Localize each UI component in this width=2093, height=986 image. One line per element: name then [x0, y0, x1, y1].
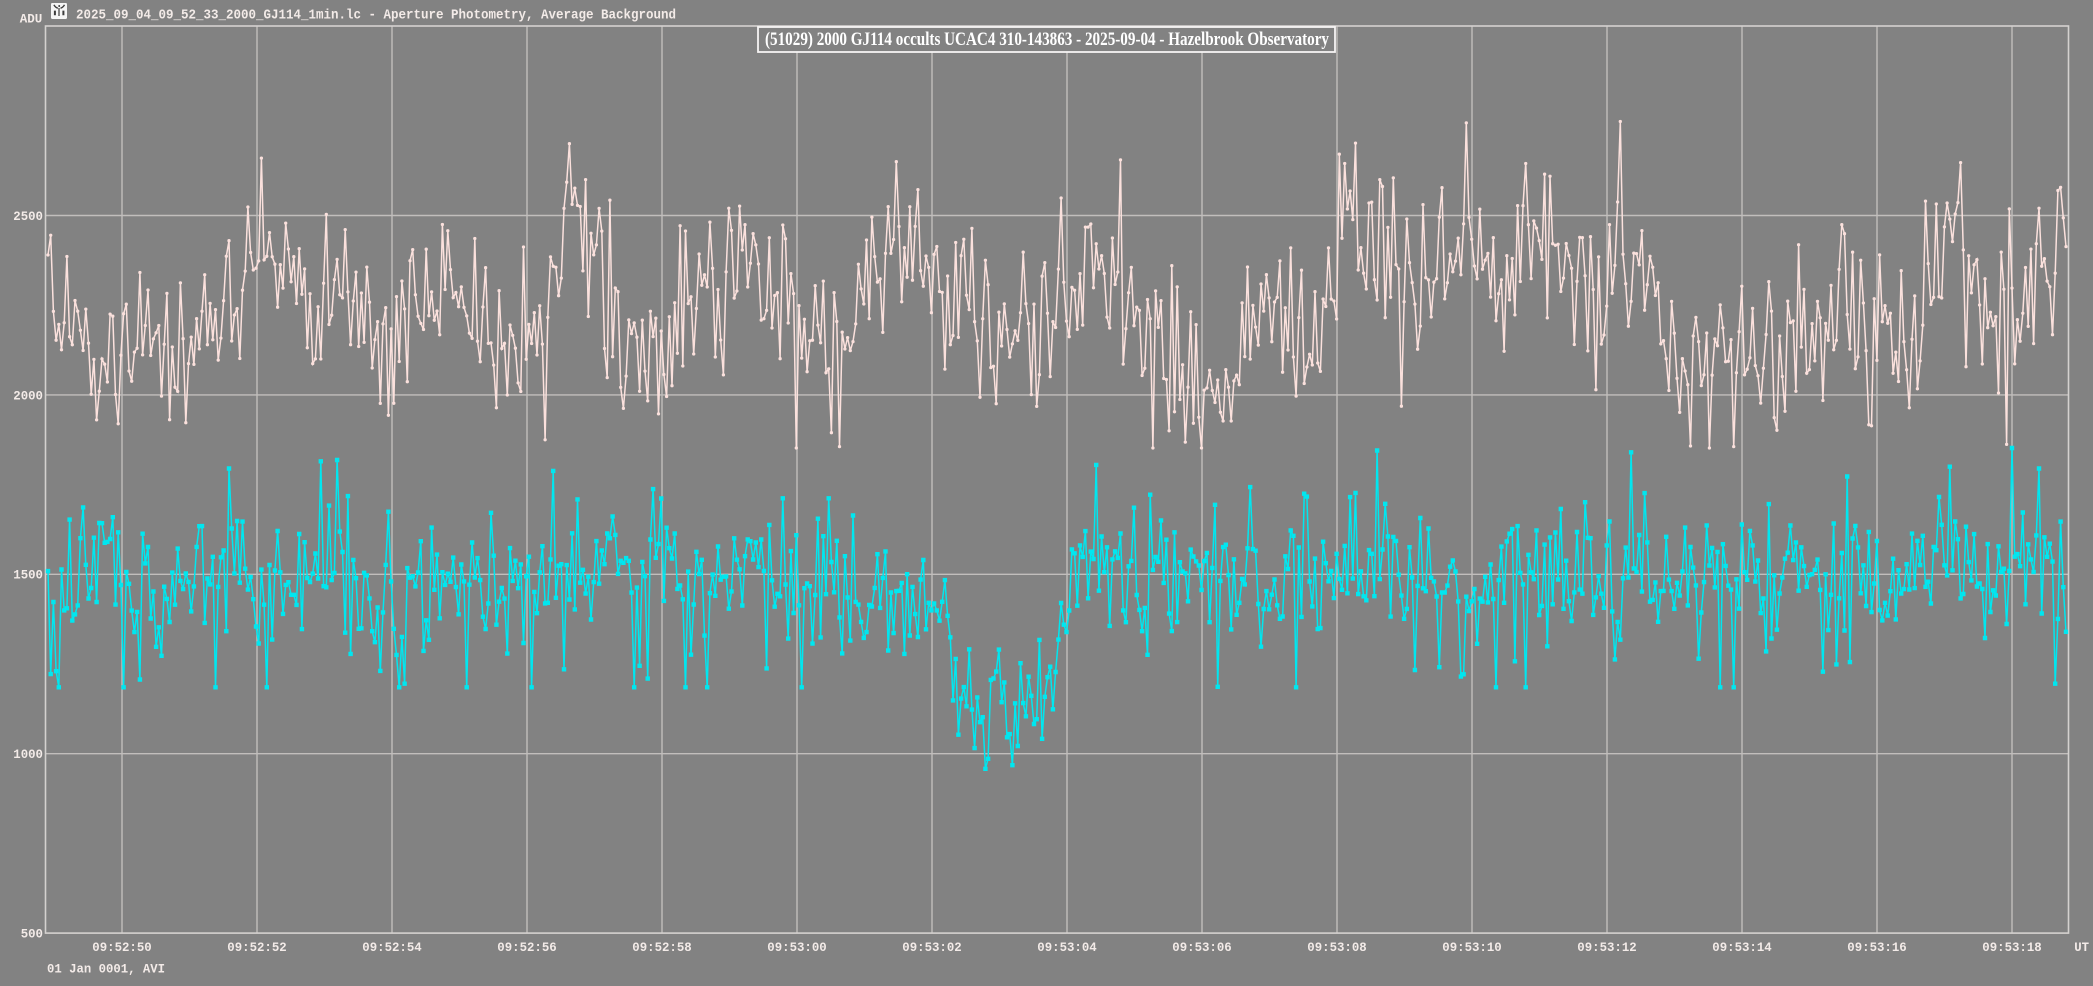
- svg-text:09:53:12: 09:53:12: [1577, 940, 1637, 955]
- svg-text:09:52:52: 09:52:52: [227, 940, 287, 955]
- svg-text:2025_09_04_09_52_33_2000_GJ114: 2025_09_04_09_52_33_2000_GJ114_1min.lc -…: [76, 7, 676, 23]
- svg-text:ADU: ADU: [20, 11, 43, 26]
- svg-text:09:53:06: 09:53:06: [1172, 940, 1232, 955]
- svg-text:09:52:58: 09:52:58: [632, 940, 692, 955]
- svg-text:09:53:18: 09:53:18: [1982, 940, 2042, 955]
- svg-text:1500: 1500: [13, 568, 43, 583]
- svg-text:2000: 2000: [13, 388, 43, 403]
- svg-text:09:53:16: 09:53:16: [1847, 940, 1907, 955]
- svg-text:09:53:10: 09:53:10: [1442, 940, 1502, 955]
- svg-text:09:53:14: 09:53:14: [1712, 940, 1772, 955]
- svg-text:09:53:00: 09:53:00: [767, 940, 827, 955]
- svg-text:2500: 2500: [13, 209, 43, 224]
- svg-text:09:53:08: 09:53:08: [1307, 940, 1367, 955]
- svg-text:09:53:02: 09:53:02: [902, 940, 962, 955]
- svg-text:500: 500: [21, 927, 43, 942]
- svg-text:09:52:56: 09:52:56: [497, 940, 557, 955]
- svg-text:09:52:50: 09:52:50: [92, 940, 152, 955]
- svg-text:09:52:54: 09:52:54: [362, 940, 422, 955]
- svg-text:09:53:04: 09:53:04: [1037, 940, 1097, 955]
- svg-text:1000: 1000: [13, 747, 43, 762]
- svg-text:01 Jan 0001, AVI: 01 Jan 0001, AVI: [47, 962, 165, 977]
- svg-text:UT: UT: [2074, 940, 2089, 955]
- svg-text:(51029) 2000 GJ114 occults UCA: (51029) 2000 GJ114 occults UCAC4 310-143…: [765, 29, 1329, 50]
